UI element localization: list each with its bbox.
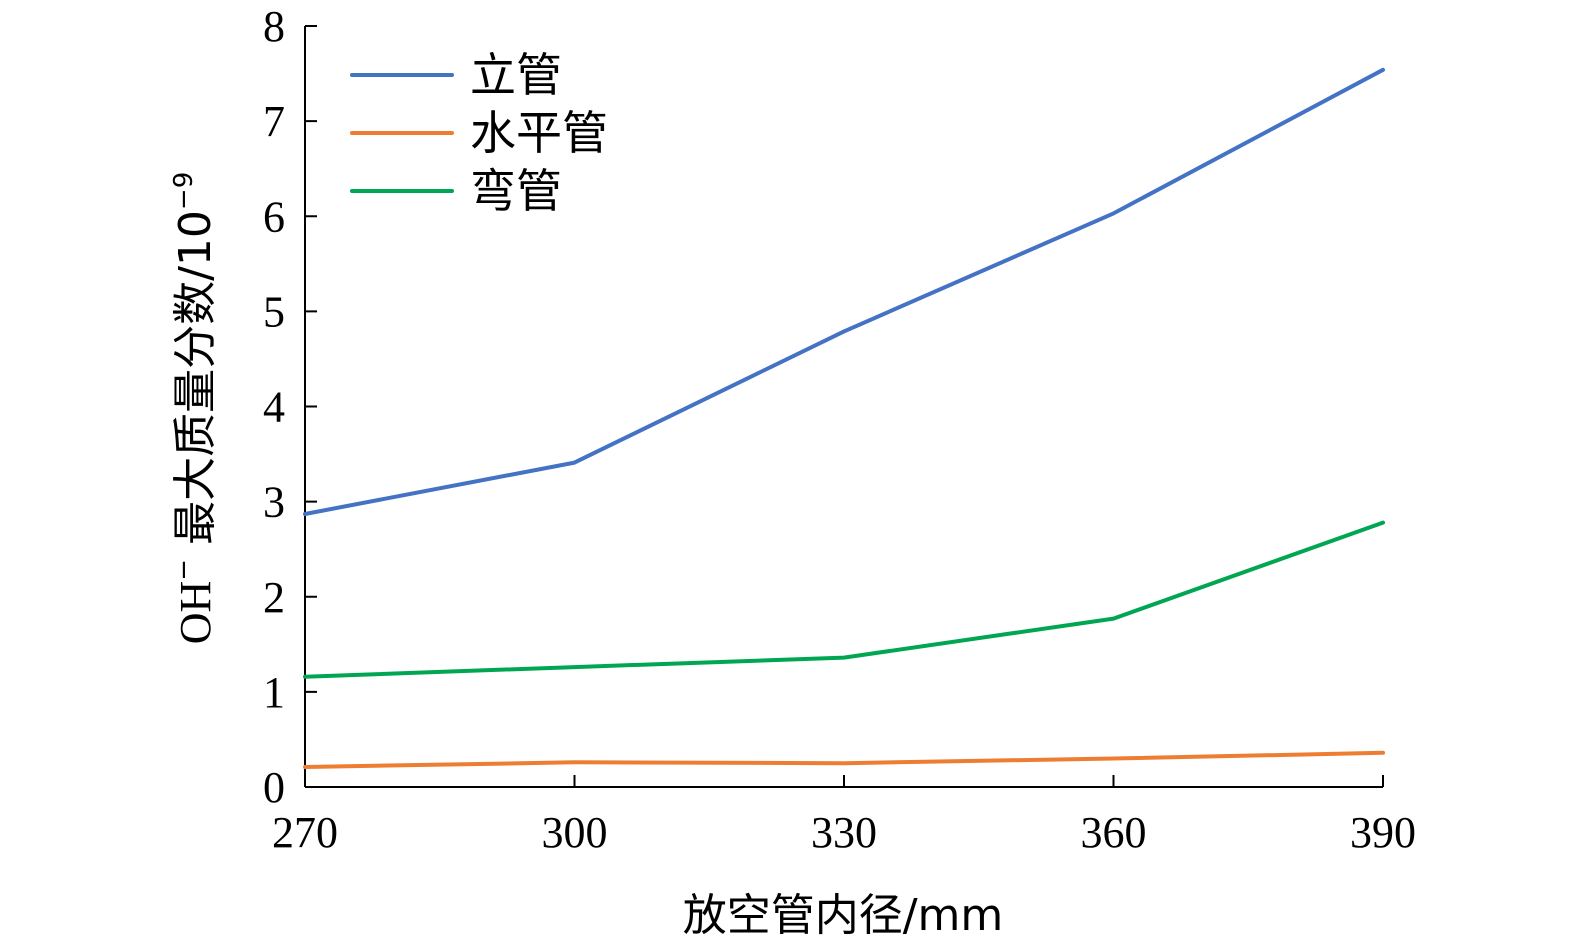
x-tick-label: 300: [542, 808, 608, 857]
x-axis-title: 放空管内径/mm: [683, 890, 1004, 941]
y-axis-title-main: 最大质量分数/10: [170, 210, 221, 559]
x-ticks: 270 300 330 360 390: [272, 775, 1416, 857]
y-tick-label: 6: [263, 192, 285, 241]
y-tick-label: 3: [263, 478, 285, 527]
x-tick-label: 390: [1350, 808, 1416, 857]
y-axis-title: OH− 最大质量分数/10−9: [169, 172, 221, 645]
x-tick-label: 360: [1081, 808, 1147, 857]
legend-label-2: 弯管: [470, 164, 562, 218]
x-tick-label: 330: [811, 808, 877, 857]
y-axis-title-prefix: OH: [171, 581, 220, 645]
y-tick-label: 7: [263, 97, 285, 146]
y-tick-label: 4: [263, 383, 285, 432]
series-line-1: [303, 750, 1385, 769]
y-axis-title-prefix-sup: −: [169, 559, 199, 581]
y-tick-label: 2: [263, 573, 285, 622]
y-tick-label: 8: [263, 2, 285, 51]
x-tick-label: 270: [272, 808, 338, 857]
y-ticks: 0 1 2 3 4 5 6 7 8: [263, 2, 317, 812]
series-group: [303, 67, 1385, 769]
y-axis-title-exp-sup: −9: [169, 172, 199, 210]
series-line-0: [303, 67, 1385, 516]
y-tick-label: 0: [263, 763, 285, 812]
series-line-2: [303, 520, 1385, 679]
legend-label-0: 立管: [470, 48, 562, 102]
legend-label-1: 水平管: [470, 106, 608, 160]
y-tick-label: 1: [263, 668, 285, 717]
y-tick-label: 5: [263, 287, 285, 336]
